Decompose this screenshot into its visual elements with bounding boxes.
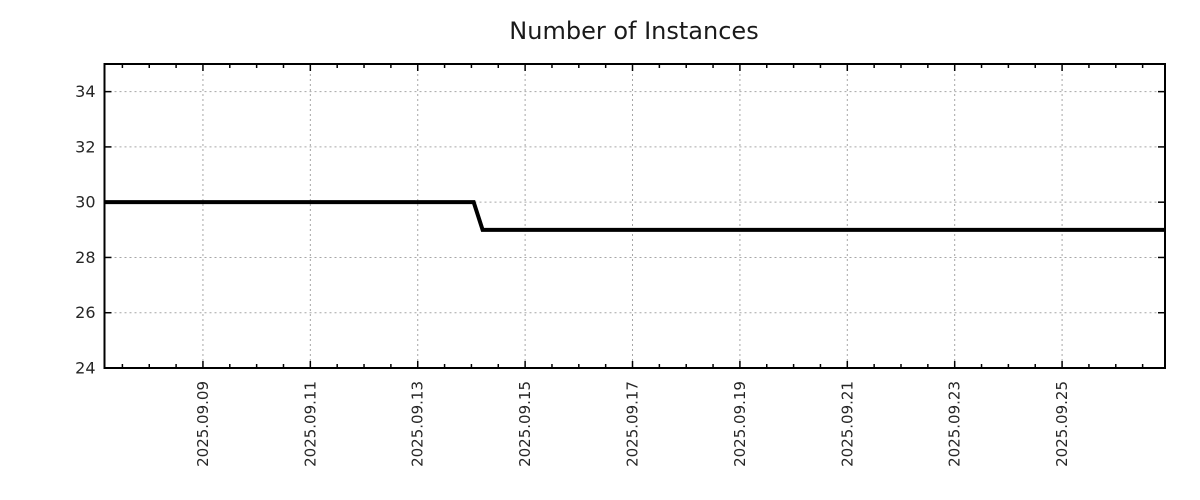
x-tick-label: 2025.09.09 xyxy=(194,381,212,467)
y-tick-label: 24 xyxy=(75,359,95,378)
y-tick-label: 34 xyxy=(75,82,95,101)
chart-title: Number of Instances xyxy=(509,17,759,45)
x-tick-label: 2025.09.15 xyxy=(516,381,534,467)
x-tick-label: 2025.09.25 xyxy=(1053,381,1071,467)
y-tick-label: 30 xyxy=(75,193,95,212)
y-tick-label: 28 xyxy=(75,248,95,267)
plot-border xyxy=(103,63,1166,369)
x-tick-label: 2025.09.19 xyxy=(731,381,749,467)
data-line-instances xyxy=(104,200,1165,232)
x-tick-label: 2025.09.17 xyxy=(624,381,642,467)
x-tick-label: 2025.09.13 xyxy=(409,381,427,467)
x-tick-label: 2025.09.21 xyxy=(838,381,856,467)
x-tick-label: 2025.09.23 xyxy=(946,381,964,467)
x-tick-label: 2025.09.11 xyxy=(301,381,319,467)
y-tick-label: 32 xyxy=(75,137,95,156)
y-tick-label: 26 xyxy=(75,303,95,322)
